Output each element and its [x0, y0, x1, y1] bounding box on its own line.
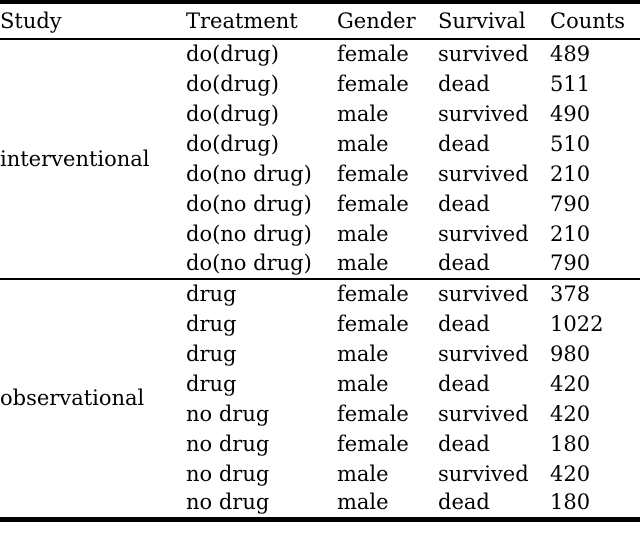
gender-cell: female — [337, 191, 409, 216]
survival-cell: survived — [438, 401, 529, 426]
data-table: Study Treatment Gender Survival Counts i… — [0, 0, 640, 522]
column-header-study: Study — [0, 8, 62, 33]
survival-cell: dead — [438, 431, 490, 456]
survival-cell: survived — [438, 341, 529, 366]
column-header-counts: Counts — [550, 8, 625, 33]
gender-cell: female — [337, 42, 409, 66]
survival-cell: survived — [438, 282, 529, 306]
treatment-cell: no drug — [186, 461, 270, 486]
table-row: do(no drug) female survived 210 — [0, 159, 640, 189]
counts-cell: 980 — [550, 341, 591, 366]
gender-cell: male — [337, 251, 389, 275]
table-row: no drug female dead 180 — [0, 429, 640, 459]
table-row: no drug female survived 420 — [0, 399, 640, 429]
table-row: drug male dead 420 — [0, 369, 640, 399]
table-row: do(no drug) male dead 790 — [0, 249, 640, 279]
survival-cell: dead — [438, 311, 490, 336]
study-group-label: observational — [0, 385, 145, 410]
survival-cell: dead — [438, 251, 490, 275]
header-row: Study Treatment Gender Survival Counts — [0, 2, 640, 39]
counts-cell: 210 — [550, 221, 591, 246]
treatment-cell: do(no drug) — [186, 161, 312, 186]
treatment-cell: drug — [186, 341, 237, 366]
treatment-cell: no drug — [186, 401, 270, 426]
counts-cell: 490 — [550, 101, 591, 126]
survival-cell: dead — [438, 131, 490, 156]
counts-cell: 790 — [550, 251, 591, 275]
study-group-label: interventional — [0, 146, 150, 171]
column-header-gender: Gender — [337, 8, 416, 33]
treatment-cell: do(no drug) — [186, 251, 312, 275]
counts-cell: 489 — [550, 42, 591, 66]
column-header-survival: Survival — [438, 8, 526, 33]
gender-cell: female — [337, 431, 409, 456]
column-header-treatment: Treatment — [186, 8, 298, 33]
table-row: do(drug) female dead 511 — [0, 69, 640, 99]
table-row: no drug male dead 180 — [0, 489, 640, 519]
gender-cell: female — [337, 282, 409, 306]
counts-cell: 511 — [550, 71, 591, 96]
table-row: do(no drug) female dead 790 — [0, 189, 640, 219]
counts-cell: 420 — [550, 401, 591, 426]
gender-cell: female — [337, 401, 409, 426]
counts-cell: 378 — [550, 282, 591, 306]
counts-cell: 420 — [550, 461, 591, 486]
counts-cell: 210 — [550, 161, 591, 186]
counts-cell: 1022 — [550, 311, 604, 336]
treatment-cell: drug — [186, 371, 237, 396]
survival-cell: survived — [438, 161, 529, 186]
treatment-cell: drug — [186, 282, 237, 306]
treatment-cell: no drug — [186, 490, 270, 515]
gender-cell: male — [337, 131, 389, 156]
survival-cell: survived — [438, 221, 529, 246]
gender-cell: male — [337, 341, 389, 366]
survival-cell: survived — [438, 42, 529, 66]
treatment-cell: drug — [186, 311, 237, 336]
counts-cell: 510 — [550, 131, 591, 156]
gender-cell: male — [337, 490, 389, 515]
table-row: do(drug) male dead 510 — [0, 129, 640, 159]
counts-cell: 790 — [550, 191, 591, 216]
gender-cell: male — [337, 461, 389, 486]
group-observational: observational drug female survived 378 drug fe… — [0, 279, 640, 519]
treatment-cell: do(drug) — [186, 71, 279, 96]
treatment-cell: do(no drug) — [186, 221, 312, 246]
table-row: drug female dead 1022 — [0, 309, 640, 339]
table-row: no drug male survived 420 — [0, 459, 640, 489]
gender-cell: male — [337, 101, 389, 126]
survival-cell: dead — [438, 71, 490, 96]
counts-cell: 180 — [550, 490, 591, 515]
counts-cell: 180 — [550, 431, 591, 456]
table-row: observational drug female survived 378 — [0, 279, 640, 409]
treatment-cell: no drug — [186, 431, 270, 456]
survival-cell: dead — [438, 371, 490, 396]
treatment-cell: do(no drug) — [186, 191, 312, 216]
survival-cell: survived — [438, 101, 529, 126]
table-row: drug male survived 980 — [0, 339, 640, 369]
table-row: do(drug) male survived 490 — [0, 99, 640, 129]
gender-cell: male — [337, 371, 389, 396]
table-row: interventional do(drug) female survived 489 — [0, 39, 640, 170]
gender-cell: female — [337, 71, 409, 96]
gender-cell: male — [337, 221, 389, 246]
survival-cell: dead — [438, 490, 490, 515]
treatment-cell: do(drug) — [186, 42, 279, 66]
group-interventional: interventional do(drug) female survived 489 d… — [0, 39, 640, 279]
table-row: do(no drug) male survived 210 — [0, 219, 640, 249]
treatment-cell: do(drug) — [186, 101, 279, 126]
survival-cell: dead — [438, 191, 490, 216]
table-header: Study Treatment Gender Survival Counts — [0, 2, 640, 39]
gender-cell: female — [337, 311, 409, 336]
counts-cell: 420 — [550, 371, 591, 396]
gender-cell: female — [337, 161, 409, 186]
survival-cell: survived — [438, 461, 529, 486]
treatment-cell: do(drug) — [186, 131, 279, 156]
